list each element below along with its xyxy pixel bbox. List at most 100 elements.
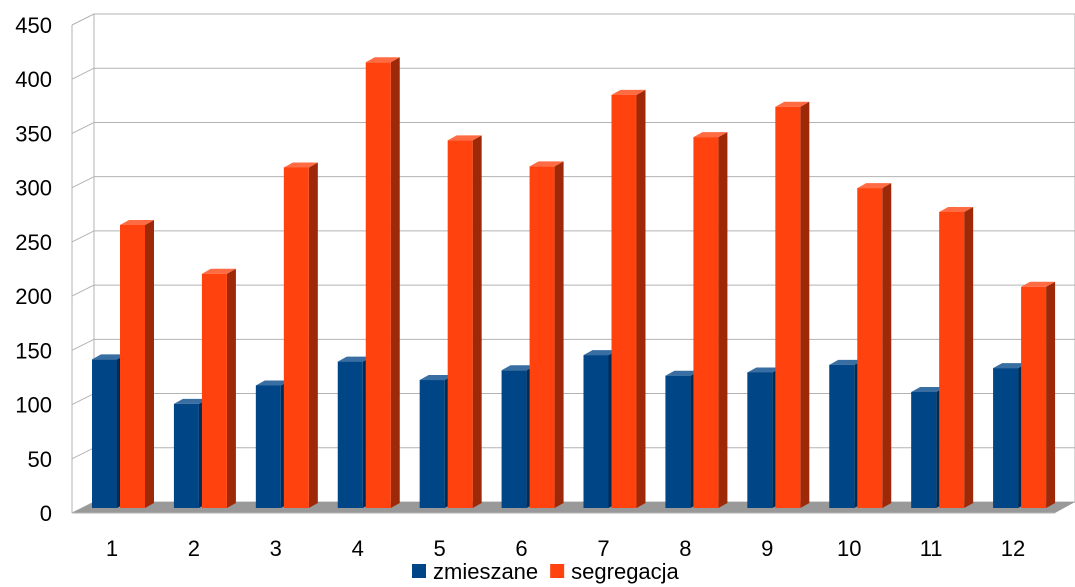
gridline-side — [71, 121, 95, 134]
bar-segregacja-7 — [611, 89, 646, 509]
bar-side — [718, 132, 728, 508]
gridline-side — [71, 13, 95, 26]
bar-top — [939, 206, 974, 212]
x-tick-label: 12 — [1001, 536, 1025, 561]
bar-top — [173, 398, 208, 404]
bar-segregacja-10 — [857, 183, 892, 509]
bar-top — [337, 356, 372, 362]
bar-side — [145, 219, 154, 508]
bar-side — [800, 101, 810, 508]
legend-label-zmieszane: zmieszane — [433, 559, 538, 584]
bar-segregacja-3 — [283, 162, 318, 509]
y-tick-labels: 0 50 100 150 200 250 300 350 400 450 — [15, 13, 52, 526]
bar-front — [747, 372, 773, 508]
gridline-side — [71, 447, 95, 460]
bar-top — [501, 365, 536, 371]
bar-front — [92, 359, 117, 508]
legend: zmieszane segregacja — [412, 559, 680, 584]
bar-side — [882, 183, 892, 509]
chart-floor — [72, 502, 1075, 513]
bar-side — [226, 268, 236, 508]
x-tick-labels: 1 2 3 4 5 6 7 8 9 10 11 12 — [106, 536, 1025, 561]
y-tick-label: 250 — [15, 230, 52, 255]
bar-front — [857, 188, 883, 509]
bar-front — [1021, 286, 1047, 508]
axes — [71, 25, 1075, 514]
bar-top — [447, 135, 482, 141]
bar-segregacja-5 — [447, 135, 482, 508]
y-tick-label: 450 — [15, 13, 52, 38]
bar-zmieszane-7 — [583, 350, 618, 508]
y-tick-label: 100 — [15, 393, 52, 418]
bar-side — [964, 206, 974, 509]
bar-front — [993, 368, 1019, 508]
bar-front — [201, 273, 227, 508]
gridline-side — [71, 338, 95, 351]
y-tick-label: 50 — [28, 447, 52, 472]
bar-front — [501, 370, 527, 508]
gridline-side — [71, 176, 95, 189]
x-tick-label: 9 — [761, 536, 773, 561]
y-tick-label: 400 — [15, 67, 52, 92]
bar-front — [365, 62, 391, 508]
bar-top — [693, 132, 728, 138]
x-tick-label: 10 — [837, 536, 861, 561]
bar-segregacja-12 — [1021, 281, 1056, 508]
bar-top — [775, 101, 810, 107]
bar-side — [308, 162, 318, 509]
bar-front — [337, 361, 363, 508]
legend-swatch-segregacja — [550, 564, 565, 578]
y-tick-label: 350 — [15, 121, 52, 146]
bar-segregacja-8 — [693, 132, 728, 508]
x-tick-label: 1 — [106, 536, 118, 561]
gridline-side — [71, 67, 95, 80]
bar-top — [993, 363, 1028, 369]
bar-segregacja-9 — [775, 101, 810, 508]
x-tick-label: 4 — [352, 536, 364, 561]
bar-front — [283, 167, 309, 509]
bar-front — [583, 355, 609, 508]
bar-segregacja-1 — [120, 219, 154, 508]
bar-top — [857, 183, 892, 189]
bar-front — [665, 375, 691, 508]
gridline-side — [71, 284, 95, 297]
bar-top — [283, 162, 318, 168]
x-tick-label: 2 — [188, 536, 200, 561]
bar-segregacja-4 — [365, 57, 400, 508]
bar-front — [939, 211, 965, 509]
bar-segregacja-11 — [939, 206, 974, 509]
bar-front — [529, 166, 555, 508]
bar-side — [636, 89, 646, 509]
bar-top — [829, 359, 864, 365]
legend-swatch-zmieszane — [412, 564, 426, 578]
bar-top — [365, 57, 400, 63]
bar-top — [747, 367, 782, 373]
bar-side — [472, 135, 482, 508]
bar-top — [911, 386, 946, 392]
bar-side — [554, 161, 564, 508]
bar-top — [419, 375, 454, 381]
gridline-side — [71, 230, 95, 243]
bar-segregacja-2 — [201, 268, 236, 508]
bar-front — [775, 106, 801, 508]
bar-front — [829, 364, 855, 508]
legend-label-segregacja: segregacja — [571, 559, 679, 584]
bar-front — [120, 224, 145, 508]
y-tick-label: 150 — [15, 338, 52, 363]
x-tick-label: 3 — [270, 536, 282, 561]
bars — [92, 57, 1056, 509]
bar-top — [583, 350, 618, 356]
bar-top — [92, 354, 126, 360]
bar-top — [255, 380, 290, 386]
bar-top — [611, 89, 646, 95]
bar-front — [693, 137, 719, 508]
x-tick-label: 6 — [515, 536, 527, 561]
bar-side — [390, 57, 400, 508]
bar-top — [665, 370, 700, 376]
bar-side — [1046, 281, 1056, 508]
bar-front — [173, 403, 199, 508]
bar-front — [255, 385, 281, 508]
y-tick-label: 300 — [15, 176, 52, 201]
x-tick-label: 8 — [679, 536, 691, 561]
x-tick-label: 5 — [434, 536, 446, 561]
